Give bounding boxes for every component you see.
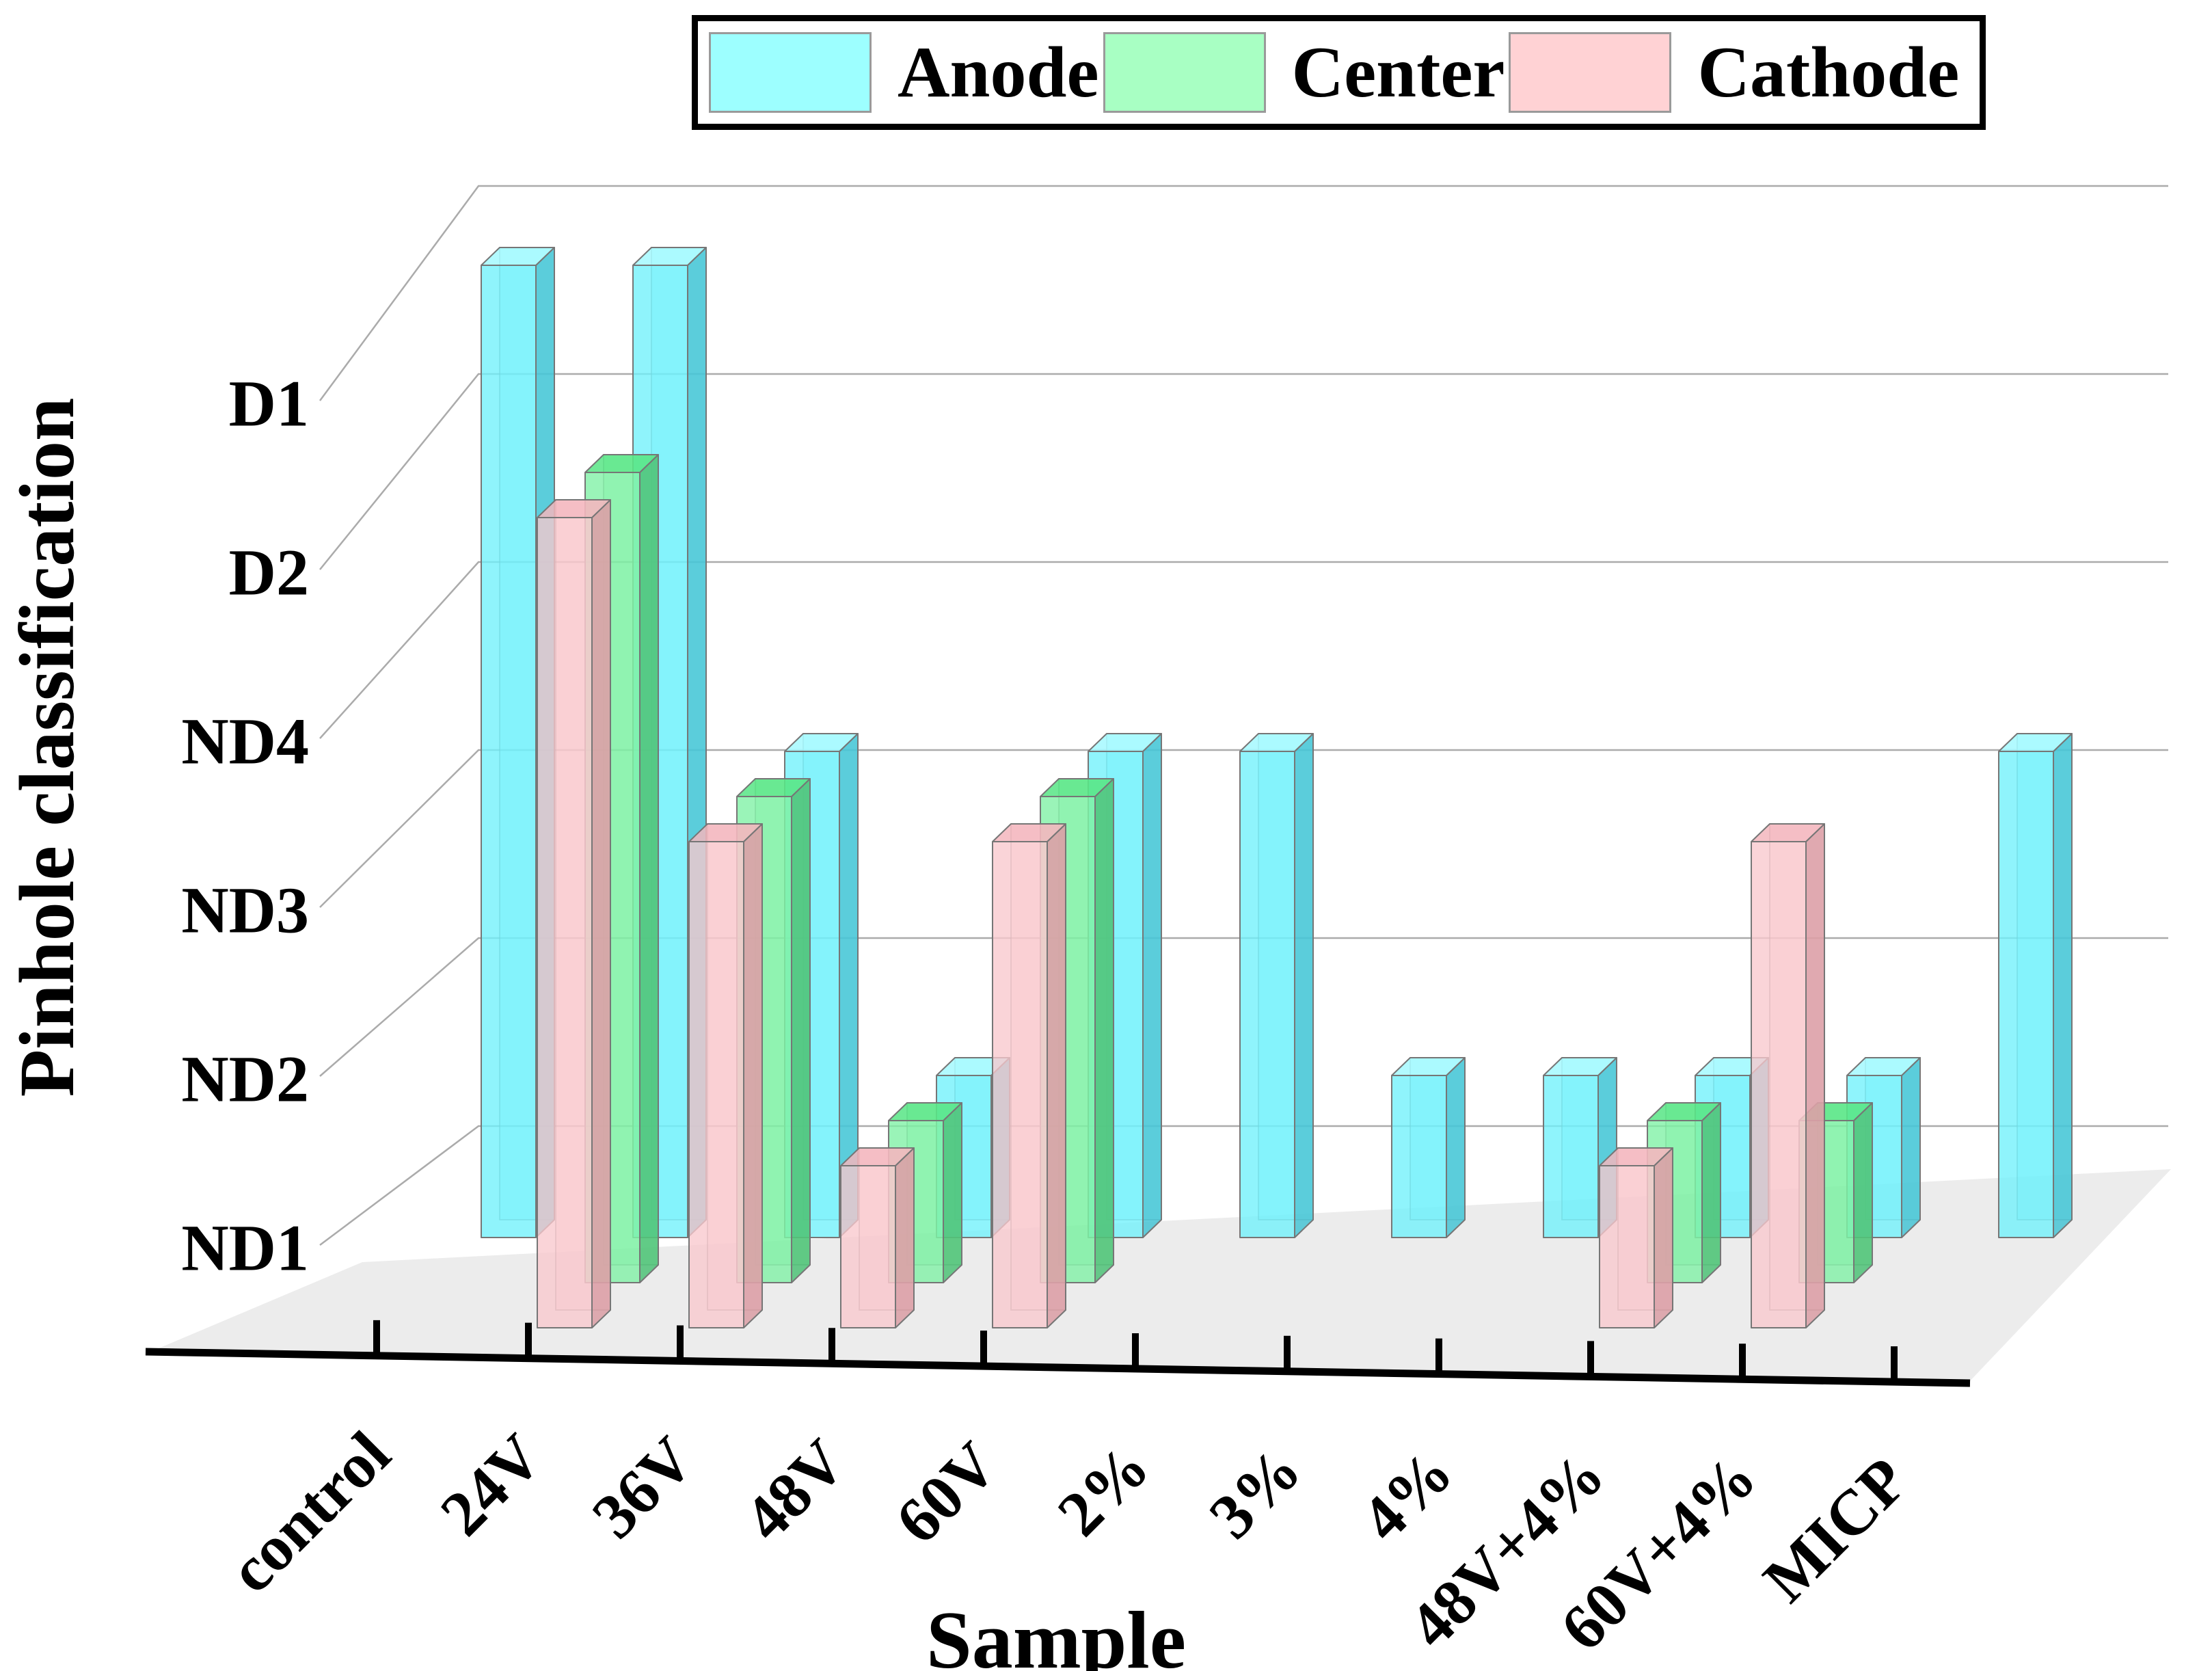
bar-60V+4%-cathode: [1751, 823, 1825, 1328]
legend-swatch-anode: [709, 32, 872, 113]
legend-label-cathode: Cathode: [1697, 32, 1960, 112]
legend-label-anode: Anode: [898, 32, 1099, 112]
bar-MICP-anode: [1998, 733, 2073, 1238]
y-tick-label-ND2: ND2: [181, 1043, 309, 1116]
y-tick-label-ND1: ND1: [181, 1212, 309, 1285]
y-tick-label-D2: D2: [229, 536, 309, 609]
y-axis-title: Pinhole classification: [3, 397, 90, 1097]
gridline-ND2: [319, 937, 2168, 1077]
x-axis-title: Sample: [926, 1594, 1187, 1671]
gridline-ND4: [319, 561, 2168, 739]
x-tick-label-2%: 2%: [1044, 1431, 1163, 1549]
bar-36V-center: [736, 778, 811, 1283]
x-tick-label-48V: 48V: [731, 1426, 859, 1555]
bar-control-anode: [481, 247, 555, 1238]
x-tick-label-4%: 4%: [1348, 1436, 1466, 1555]
x-tick-label-MICP: MICP: [1750, 1444, 1921, 1616]
legend-box: Anode Center Cathode: [692, 15, 1986, 130]
bar-48V+4%-cathode: [1599, 1147, 1673, 1328]
bar-24V-cathode: [537, 499, 611, 1328]
legend-label-center: Center: [1291, 32, 1505, 112]
x-tick-label-60V: 60V: [882, 1428, 1011, 1557]
y-tick-label-ND4: ND4: [181, 705, 309, 778]
x-axis-line: [145, 1348, 1971, 1387]
bar-3%-anode: [1391, 1057, 1466, 1238]
y-tick-label-ND3: ND3: [181, 874, 309, 947]
bar-48V-cathode: [840, 1147, 915, 1328]
bar-2%-anode: [1239, 733, 1314, 1238]
bar-60V-cathode: [992, 823, 1066, 1328]
x-tick-label-36V: 36V: [579, 1423, 707, 1552]
legend-swatch-center: [1103, 32, 1266, 113]
x-tick-label-24V: 24V: [427, 1421, 556, 1549]
gridline-D2: [319, 373, 2168, 570]
gridline-D1: [319, 185, 2168, 401]
legend-swatch-cathode: [1509, 32, 1672, 113]
gridline-ND3: [319, 749, 2168, 908]
x-tick-label-control: control: [215, 1418, 403, 1606]
y-tick-label-D1: D1: [229, 367, 309, 440]
x-tick-label-3%: 3%: [1196, 1434, 1314, 1552]
bar-36V-cathode: [688, 823, 763, 1328]
